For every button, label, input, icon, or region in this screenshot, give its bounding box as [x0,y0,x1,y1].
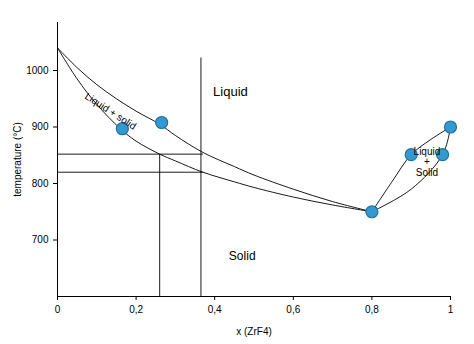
svg-text:900: 900 [32,121,49,132]
svg-text:0,2: 0,2 [129,304,143,315]
svg-text:temperature (°C): temperature (°C) [12,122,23,197]
svg-text:0,4: 0,4 [208,304,222,315]
svg-text:700: 700 [32,234,49,245]
svg-text:800: 800 [32,178,49,189]
svg-text:0: 0 [55,304,61,315]
svg-text:Liquid + solid: Liquid + solid [83,90,138,131]
svg-text:0,6: 0,6 [286,304,300,315]
svg-text:Liquid: Liquid [213,84,248,99]
svg-text:1: 1 [448,304,454,315]
svg-text:1000: 1000 [26,65,49,76]
svg-text:x (ZrF4): x (ZrF4) [236,326,272,337]
svg-text:Solid: Solid [229,249,256,263]
svg-text:0,8: 0,8 [365,304,379,315]
svg-text:Liquid+Solid: Liquid+Solid [414,146,441,178]
